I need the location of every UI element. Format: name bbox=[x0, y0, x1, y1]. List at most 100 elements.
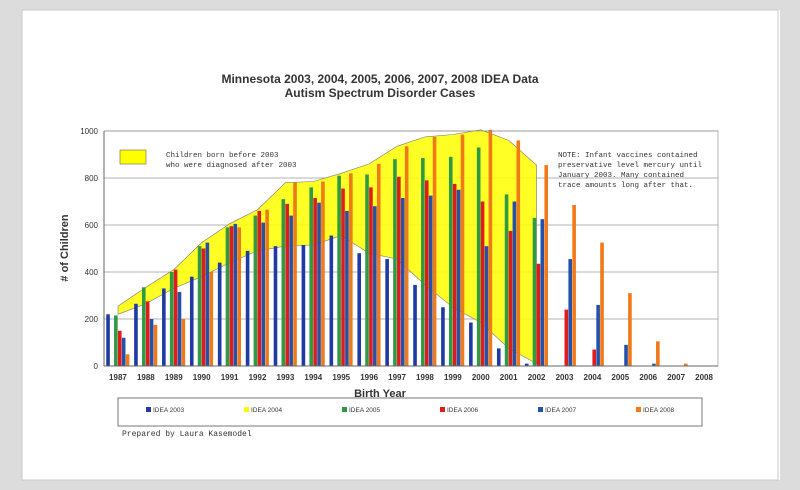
y-tick-label: 800 bbox=[85, 174, 99, 183]
bar bbox=[289, 215, 293, 366]
x-tick-label: 1988 bbox=[137, 373, 155, 382]
axes bbox=[103, 130, 719, 367]
bar bbox=[524, 363, 529, 366]
bar bbox=[201, 248, 206, 366]
bar bbox=[652, 363, 656, 366]
y-tick-label: 1000 bbox=[80, 127, 98, 136]
bar bbox=[540, 219, 545, 367]
x-tick-label: 2001 bbox=[500, 373, 518, 382]
bar bbox=[162, 288, 166, 366]
note: NOTE: Infant vaccines contained preservat… bbox=[558, 152, 703, 190]
bar bbox=[106, 314, 110, 366]
bar bbox=[596, 304, 600, 366]
chart-title: Minnesota 2003, 2004, 2005, 2006, 2007, … bbox=[221, 72, 538, 86]
legend-swatch bbox=[244, 407, 249, 412]
x-tick-label: 1994 bbox=[304, 373, 322, 382]
bar bbox=[341, 188, 345, 366]
legend-region bbox=[117, 397, 703, 427]
plot-frame bbox=[103, 130, 719, 367]
bar bbox=[432, 136, 437, 367]
bar bbox=[225, 227, 230, 366]
x-tick-label: 2002 bbox=[528, 373, 546, 382]
x-tick-label: 1998 bbox=[416, 373, 434, 382]
bar bbox=[373, 206, 377, 366]
y-tick-label: 0 bbox=[94, 362, 99, 371]
bar bbox=[683, 363, 688, 366]
bar bbox=[516, 140, 521, 366]
bar bbox=[253, 215, 258, 366]
x-tick-label: 1995 bbox=[332, 373, 350, 382]
bar bbox=[393, 159, 397, 366]
bar bbox=[285, 203, 290, 366]
bar bbox=[456, 189, 461, 366]
bar bbox=[257, 210, 262, 366]
legend-swatch bbox=[440, 407, 445, 412]
bar bbox=[245, 250, 250, 366]
x-axis-title: Birth Year bbox=[354, 388, 406, 400]
bar bbox=[365, 174, 369, 366]
bar bbox=[293, 182, 297, 366]
bar bbox=[532, 217, 537, 366]
bar bbox=[452, 183, 457, 367]
tick-labels: 0 200 400 600 800 1000 1987 1988 1989 1990 1991 199… bbox=[80, 127, 713, 382]
x-tick-label: 1993 bbox=[277, 373, 295, 382]
bar bbox=[421, 158, 425, 366]
chart-subtitle: Autism Spectrum Disorder Cases bbox=[285, 86, 476, 100]
legend-box bbox=[117, 397, 703, 427]
bar bbox=[345, 210, 349, 366]
x-tick-label: 1987 bbox=[109, 373, 127, 382]
bar bbox=[125, 354, 130, 366]
x-tick-label: 2005 bbox=[611, 373, 629, 382]
callout-swatch bbox=[119, 149, 147, 165]
bar bbox=[357, 253, 362, 366]
bar bbox=[237, 227, 242, 366]
bar bbox=[376, 163, 381, 366]
x-tick-label: 1999 bbox=[444, 373, 462, 382]
bar bbox=[329, 235, 334, 366]
bar bbox=[400, 197, 405, 366]
y-tick-label: 400 bbox=[85, 268, 99, 277]
bar bbox=[189, 276, 194, 366]
bar bbox=[628, 293, 632, 366]
bar bbox=[197, 246, 202, 366]
x-tick-label: 1992 bbox=[249, 373, 267, 382]
bar bbox=[504, 194, 509, 366]
bar bbox=[349, 173, 353, 366]
bar bbox=[337, 175, 341, 366]
bar bbox=[121, 337, 126, 366]
bar bbox=[397, 176, 401, 366]
bar bbox=[508, 230, 513, 367]
legend-swatch bbox=[538, 407, 543, 412]
bar bbox=[169, 272, 174, 366]
x-tick-label: 2007 bbox=[667, 373, 685, 382]
legend-label: IDEA 2007 bbox=[545, 407, 576, 414]
bar bbox=[145, 301, 150, 367]
bar bbox=[317, 202, 321, 366]
credit-text: Prepared by Laura Kasemodel bbox=[122, 430, 252, 439]
bar bbox=[209, 272, 214, 366]
bar bbox=[536, 263, 541, 366]
bar bbox=[460, 134, 465, 366]
paper-border bbox=[21, 9, 779, 481]
bar bbox=[488, 129, 493, 366]
bar bbox=[173, 269, 178, 366]
bar bbox=[448, 156, 453, 366]
bar bbox=[114, 315, 118, 366]
bar bbox=[385, 259, 389, 366]
x-tick-label: 2004 bbox=[584, 373, 602, 382]
callout: Children born before 2003 who were diagno… bbox=[119, 149, 297, 170]
y-tick-label: 600 bbox=[85, 221, 99, 230]
bar bbox=[149, 319, 154, 366]
bar bbox=[496, 348, 501, 367]
legend-swatch bbox=[146, 407, 151, 412]
callout-text: Children born before 2003 who were diagno… bbox=[166, 152, 297, 170]
bar bbox=[301, 244, 306, 366]
bars bbox=[106, 129, 688, 367]
bar bbox=[424, 180, 429, 366]
bar bbox=[153, 324, 158, 367]
legend-swatch bbox=[636, 407, 641, 412]
bar bbox=[233, 223, 238, 366]
legend-label: IDEA 2003 bbox=[153, 407, 184, 414]
legend-label: IDEA 2008 bbox=[643, 407, 674, 414]
